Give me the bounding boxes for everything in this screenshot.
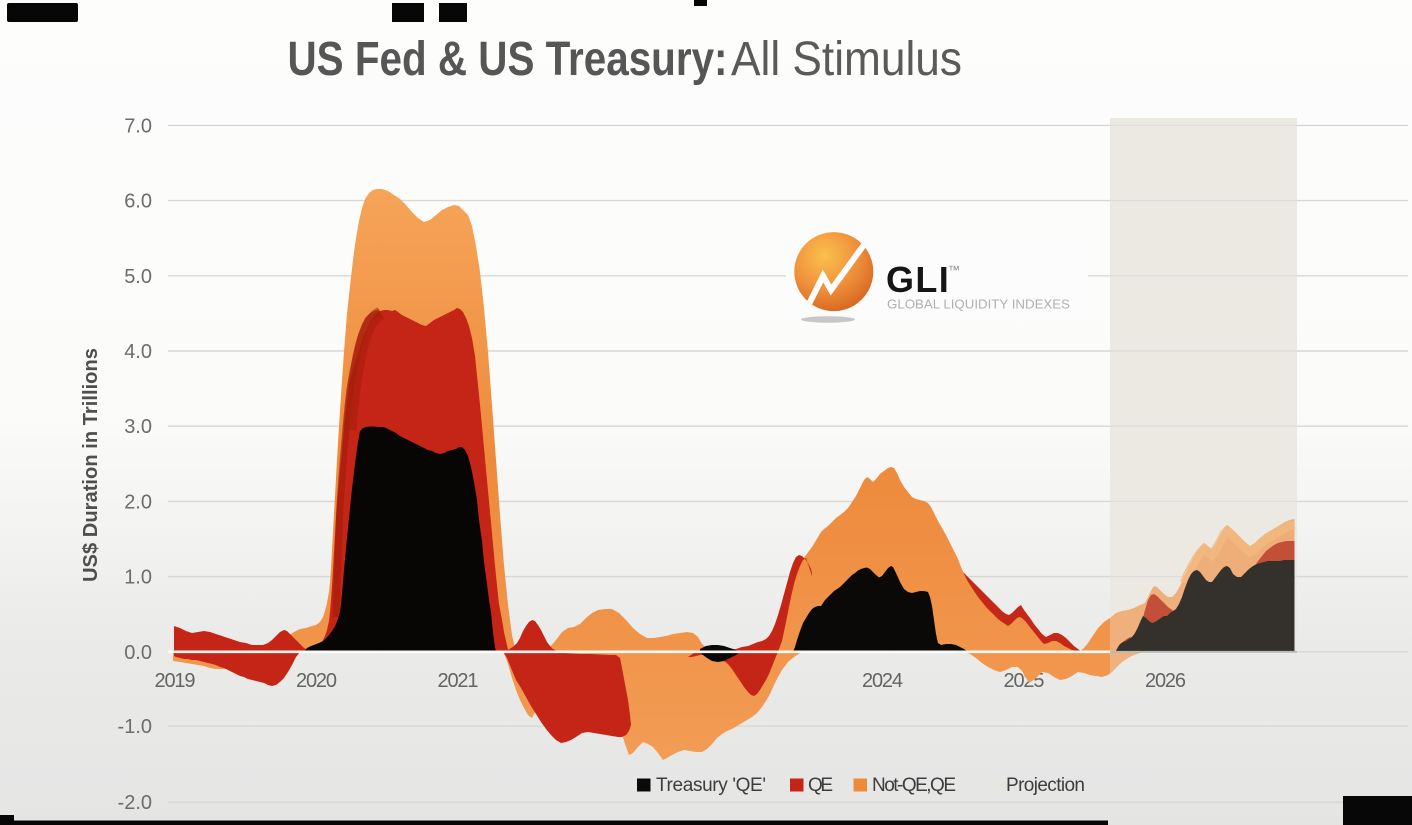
svg-text:6.0: 6.0	[124, 191, 152, 213]
svg-text:Treasury 'QE': Treasury 'QE'	[656, 775, 766, 796]
svg-text:GLI: GLI	[886, 259, 950, 300]
svg-text:Projection: Projection	[1006, 775, 1085, 796]
svg-text:3.0: 3.0	[124, 416, 152, 438]
svg-text:Not-QE,QE: Not-QE,QE	[872, 775, 956, 796]
svg-text:5.0: 5.0	[124, 266, 152, 288]
svg-text:2026: 2026	[1145, 670, 1186, 692]
svg-text:-1.0: -1.0	[118, 716, 152, 738]
svg-text:QE: QE	[808, 775, 833, 796]
svg-text:2.0: 2.0	[124, 491, 152, 513]
svg-text:™: ™	[948, 263, 960, 277]
svg-text:2021: 2021	[438, 670, 479, 692]
svg-text:2019: 2019	[155, 670, 196, 692]
svg-text:4.0: 4.0	[124, 341, 152, 363]
svg-text:2024: 2024	[862, 670, 903, 692]
svg-text:2020: 2020	[296, 670, 337, 692]
svg-text:GLOBAL LIQUIDITY INDEXES: GLOBAL LIQUIDITY INDEXES	[887, 298, 1070, 312]
svg-text:-2.0: -2.0	[118, 792, 152, 814]
svg-text:US Fed & US Treasury:: US Fed & US Treasury:	[288, 33, 728, 86]
svg-text:7.0: 7.0	[124, 115, 152, 137]
svg-text:1.0: 1.0	[124, 567, 152, 589]
svg-text:All Stimulus: All Stimulus	[731, 33, 962, 86]
svg-text:0.0: 0.0	[124, 642, 152, 664]
svg-text:US$ Duration in Trillions: US$ Duration in Trillions	[80, 348, 102, 582]
